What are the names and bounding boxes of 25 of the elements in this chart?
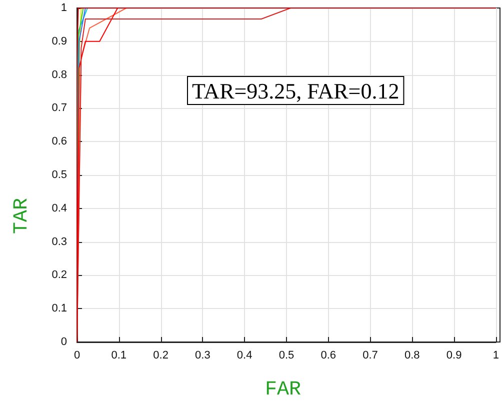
x-tick-label: 0.3 (195, 350, 210, 362)
y-tick-label: 0.8 (52, 68, 67, 81)
x-tick-label: 0.6 (320, 350, 336, 362)
x-tick-label: 0.8 (404, 350, 420, 362)
y-tick-label: 0.6 (52, 136, 67, 148)
y-tick-label: 0.4 (52, 202, 67, 214)
y-tick-label: 1 (60, 2, 67, 14)
y-tick-label: 0.5 (52, 169, 67, 181)
y-tick-label: 0.7 (52, 102, 67, 114)
x-tick-label: 0.9 (446, 350, 462, 362)
x-tick-label: 0.4 (236, 350, 252, 362)
y-tick-label: 0.1 (52, 302, 67, 315)
x-tick-label: 0.2 (153, 350, 168, 362)
x-tick-label: 1 (492, 350, 500, 362)
x-tick-label: 0.7 (362, 350, 378, 362)
y-tick-label: 0.3 (52, 236, 67, 248)
x-tick-label: 0.1 (111, 350, 127, 362)
x-tick-label: 0 (74, 350, 80, 362)
y-tick-label: 0.2 (52, 269, 67, 282)
x-tick-label: 0.5 (278, 350, 294, 362)
x-axis-title: FAR (265, 378, 302, 402)
annotation: TAR=93.25, FAR=0.12 (192, 78, 400, 104)
y-tick-label: 0 (60, 336, 67, 348)
y-axis-title: TAR (10, 198, 34, 234)
y-tick-label: 0.9 (52, 35, 67, 48)
